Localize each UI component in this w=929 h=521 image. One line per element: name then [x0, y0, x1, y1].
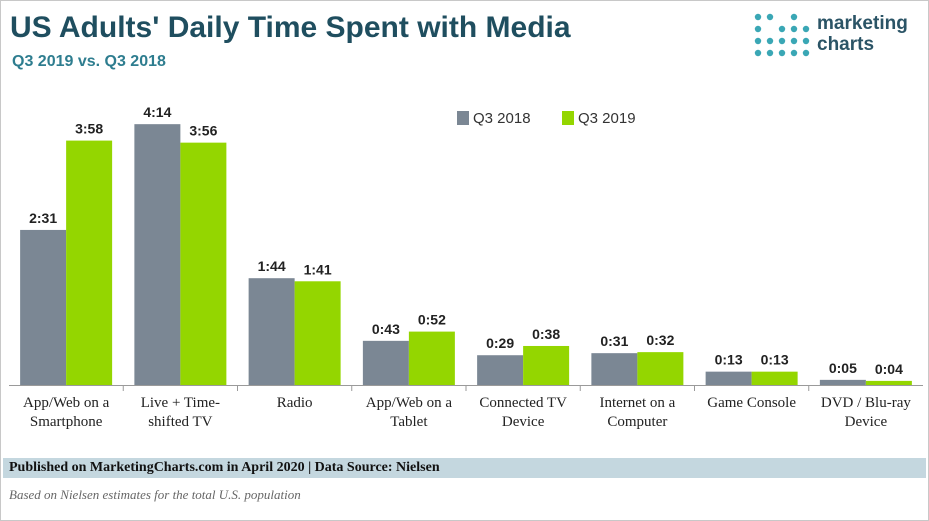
data-label: 2:31	[29, 210, 57, 226]
bar-chart: 2:31 3:58 App/Web on a Smartphone 4:14 3:56 Li…	[9, 104, 923, 430]
logo-line-2: charts	[817, 34, 875, 55]
marketingcharts-logo: marketing charts	[754, 13, 924, 61]
category-label: App/Web on a	[366, 395, 453, 411]
bar-q3-2019	[523, 345, 570, 385]
category-label: Smartphone	[30, 414, 103, 430]
category-label: Game Console	[707, 395, 796, 411]
bar-q3-2018	[819, 379, 866, 385]
data-label: 0:04	[875, 361, 903, 377]
bar-q3-2019	[408, 331, 455, 385]
bar-q3-2018	[591, 353, 638, 385]
page-title: US Adults' Daily Time Spent with Media	[10, 11, 571, 44]
bar-q3-2018	[20, 229, 67, 385]
data-label: 3:58	[75, 121, 103, 137]
category-label: Radio	[277, 395, 313, 411]
bar-q3-2018	[477, 355, 524, 385]
category-label: App/Web on a	[23, 395, 110, 411]
bar-q3-2018	[134, 124, 181, 386]
category-label: DVD / Blu-ray	[821, 395, 911, 411]
legend-swatch-q3-2018	[457, 111, 469, 125]
bar-q3-2019	[294, 281, 341, 385]
data-label: 0:31	[600, 333, 628, 349]
footnote: Based on Nielsen estimates for the total…	[9, 487, 301, 502]
logo-wordmark: marketing charts	[817, 13, 908, 55]
source-bar: Published on MarketingCharts.com in Apri…	[3, 458, 926, 478]
category-label: Device	[845, 414, 888, 430]
bar-q3-2019	[180, 142, 227, 385]
data-label: 0:13	[761, 352, 789, 368]
bar-q3-2019	[751, 371, 798, 385]
category-label: Connected TV	[479, 395, 567, 411]
data-label: 0:05	[829, 360, 857, 376]
logo-line-1: marketing	[817, 13, 908, 34]
data-label: 0:32	[646, 332, 674, 348]
data-label: 0:29	[486, 335, 514, 351]
category-label: Computer	[607, 414, 667, 430]
category-label: Device	[502, 414, 545, 430]
bar-q3-2018	[705, 371, 752, 385]
category-label: Internet on a	[599, 395, 675, 411]
data-label: 4:14	[143, 104, 171, 120]
data-label: 0:38	[532, 326, 560, 342]
legend-swatch-q3-2019	[562, 111, 574, 125]
data-label: 1:41	[304, 261, 332, 277]
category-label: Live + Time-	[141, 395, 220, 411]
category-label: shifted TV	[148, 414, 212, 430]
data-label: 0:13	[715, 352, 743, 368]
data-label: 1:44	[258, 258, 286, 274]
legend-label: Q3 2019	[578, 110, 636, 127]
data-label: 0:52	[418, 312, 446, 328]
bar-q3-2019	[66, 140, 113, 385]
bar-q3-2018	[362, 340, 409, 385]
logo-dots-icon	[754, 13, 810, 57]
bar-q3-2019	[637, 352, 684, 385]
page-subtitle: Q3 2019 vs. Q3 2018	[12, 53, 166, 70]
legend-label: Q3 2018	[473, 110, 531, 127]
category-label: Tablet	[390, 414, 428, 430]
bar-q3-2019	[865, 380, 912, 385]
data-label: 0:43	[372, 321, 400, 337]
bar-q3-2018	[248, 278, 295, 385]
data-label: 3:56	[189, 123, 217, 139]
